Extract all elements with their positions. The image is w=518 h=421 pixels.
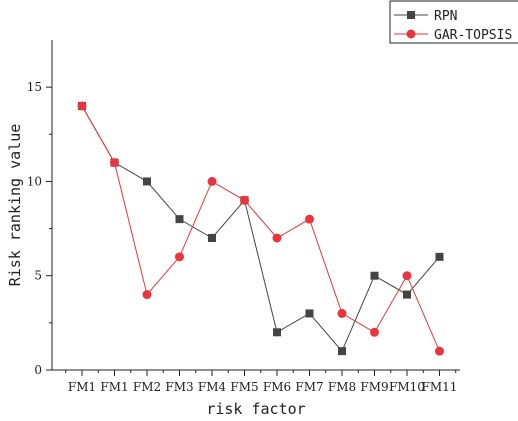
point-gar-topsis (110, 158, 119, 168)
point-rpn (175, 215, 184, 224)
series-gar-topsis (77, 101, 444, 356)
point-gar-topsis (207, 176, 217, 186)
point-gar-topsis (142, 290, 152, 300)
legend-marker-rpn (407, 11, 415, 19)
point-gar-topsis (435, 346, 444, 356)
point-gar-topsis (77, 101, 87, 111)
series-line-gar-topsis (81, 105, 440, 352)
x-tick-label: FM1 (100, 380, 128, 394)
legend-label-rpn: RPN (434, 9, 457, 24)
series-rpn (78, 102, 444, 356)
point-gar-topsis (240, 195, 249, 205)
legend: RPN GAR-TOPSIS (389, 0, 518, 44)
x-tick-label: FM8 (328, 380, 356, 394)
series-line-rpn (81, 105, 440, 353)
series-layer (77, 101, 444, 356)
x-tick-label: FM1 (68, 380, 96, 394)
point-gar-topsis (175, 252, 184, 262)
x-axis-title: risk factor (206, 400, 305, 418)
y-axis-title: Risk ranking value (6, 124, 24, 287)
x-tick-label: FM9 (360, 380, 388, 394)
legend-label-gar-topsis: GAR-TOPSIS (434, 28, 512, 43)
point-rpn (273, 328, 281, 337)
point-rpn (370, 271, 379, 280)
x-tick-label: FM2 (133, 380, 161, 394)
x-tick-label: FM11 (422, 380, 458, 394)
legend-marker-gar-topsis (406, 29, 416, 39)
x-tick-label: FM10 (389, 380, 425, 394)
point-rpn (338, 347, 346, 356)
x-tick-label: FM6 (263, 380, 291, 394)
x-tick-label: FM5 (230, 380, 258, 394)
point-gar-topsis (272, 233, 282, 243)
x-tick-label: FM3 (165, 380, 193, 394)
point-rpn (403, 290, 411, 299)
y-tick-label: 0 (34, 363, 42, 377)
point-gar-topsis (337, 308, 347, 318)
y-tick-label: 10 (27, 174, 42, 188)
x-tick-label: FM4 (198, 380, 227, 394)
point-gar-topsis (370, 327, 379, 337)
point-rpn (208, 234, 216, 242)
point-rpn (143, 177, 151, 186)
point-rpn (305, 309, 314, 318)
y-tick-label: 15 (27, 80, 42, 94)
y-tick-label: 5 (34, 269, 42, 283)
point-gar-topsis (402, 271, 412, 281)
point-rpn (435, 252, 444, 261)
point-gar-topsis (305, 214, 314, 224)
y-ticks: 0 5 10 15 (27, 80, 52, 377)
x-tick-label: FM7 (295, 380, 323, 394)
